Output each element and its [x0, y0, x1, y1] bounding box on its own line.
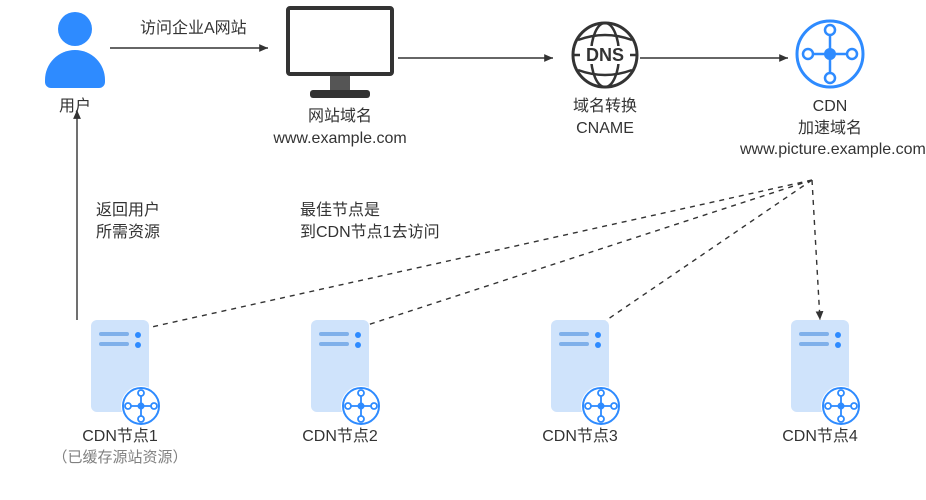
cdn-icon: [794, 18, 866, 90]
label-s1-to-user: 返回用户 所需资源: [96, 200, 160, 243]
node-server-2: CDN节点2: [280, 320, 400, 448]
user-head: [58, 12, 92, 46]
node-server-3: CDN节点3: [520, 320, 640, 448]
dns-label-2: CNAME: [555, 118, 655, 140]
label-user-to-site: 访问企业A网站: [140, 18, 247, 40]
server-icon: [545, 320, 615, 420]
node-server-1: CDN节点1（已缓存源站资源）: [40, 320, 200, 468]
cdn-badge-icon: [341, 386, 381, 426]
node-user: 用户: [35, 10, 115, 118]
monitor-icon: [280, 6, 400, 102]
label-return-line2: 所需资源: [96, 224, 160, 241]
dns-label-1: 域名转换: [555, 96, 655, 118]
monitor-stand: [330, 76, 350, 90]
label-best-line1: 最佳节点是: [300, 202, 380, 219]
node-site: 网站域名 www.example.com: [260, 6, 420, 149]
monitor-screen: [286, 6, 394, 76]
user-body: [45, 50, 105, 88]
server-sublabel: （已缓存源站资源）: [40, 448, 200, 468]
server-icon: [305, 320, 375, 420]
edge-cdn-to-s3: [592, 180, 812, 330]
server-label: CDN节点1: [40, 426, 200, 448]
node-cdn: CDN 加速域名 www.picture.example.com: [740, 18, 920, 161]
svg-text:DNS: DNS: [586, 45, 624, 65]
monitor-base: [310, 90, 370, 98]
cdn-badge-icon: [121, 386, 161, 426]
cdn-badge-icon: [821, 386, 861, 426]
site-label-2: www.example.com: [260, 128, 420, 150]
label-return-line1: 返回用户: [96, 202, 160, 219]
edge-cdn-to-s4: [812, 180, 820, 320]
node-server-4: CDN节点4: [760, 320, 880, 448]
cdn-badge-icon: [581, 386, 621, 426]
node-dns: DNS 域名转换 CNAME: [555, 20, 655, 139]
site-label-1: 网站域名: [260, 106, 420, 128]
server-label: CDN节点2: [280, 426, 400, 448]
label-best-node: 最佳节点是 到CDN节点1去访问: [300, 200, 440, 243]
cdn-label-3: www.picture.example.com: [740, 139, 920, 161]
label-best-line2: 到CDN节点1去访问: [300, 224, 440, 241]
user-label: 用户: [35, 96, 115, 118]
server-icon: [85, 320, 155, 420]
server-icon: [785, 320, 855, 420]
server-label: CDN节点3: [520, 426, 640, 448]
diagram-stage: 用户 网站域名 www.example.com DNS 域名转换 CNAME: [0, 0, 926, 500]
server-label: CDN节点4: [760, 426, 880, 448]
cdn-label-2: 加速域名: [740, 118, 920, 140]
cdn-label-1: CDN: [740, 96, 920, 118]
dns-icon: DNS: [570, 20, 640, 90]
user-icon: [40, 10, 110, 90]
edge-cdn-to-s1: [138, 180, 812, 330]
